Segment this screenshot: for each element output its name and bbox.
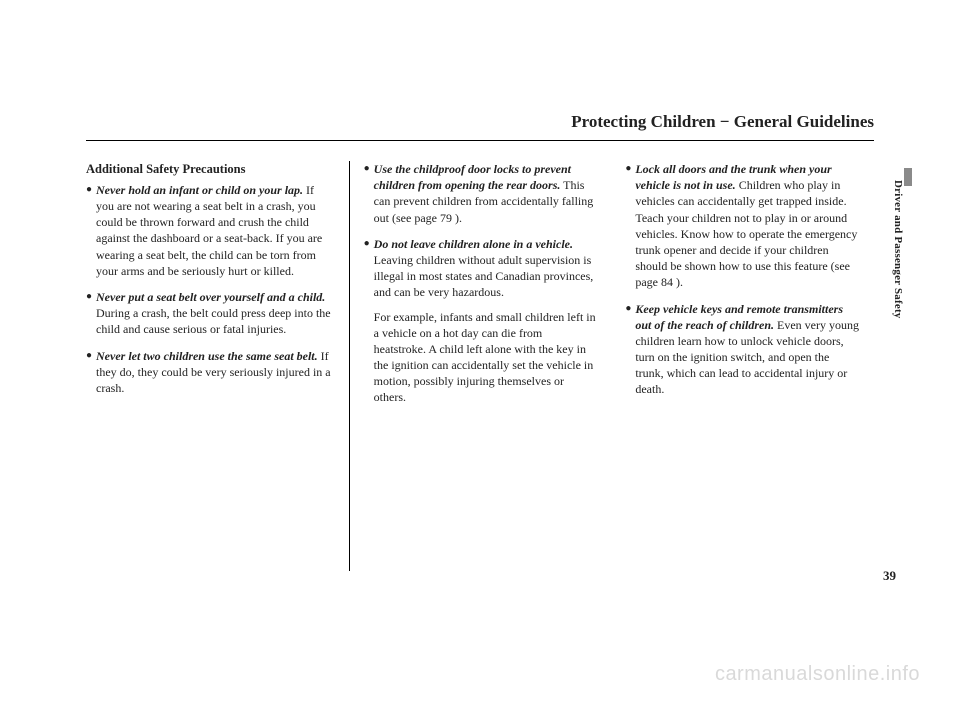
bullet-lead: Use the childproof door locks to prevent… <box>374 162 571 192</box>
bullet-body: Keep vehicle keys and remote transmitter… <box>635 301 860 398</box>
bullet-rest: Children who play in vehicles can accide… <box>635 178 857 289</box>
bullet-body: Do not leave children alone in a vehicle… <box>374 236 598 406</box>
bullet-body: Never let two children use the same seat… <box>96 348 335 397</box>
bullet-dot: ● <box>625 161 635 291</box>
bullet-item: ● Never hold an infant or child on your … <box>86 182 335 279</box>
bullet-dot: ● <box>625 301 635 398</box>
bullet-dot: ● <box>364 161 374 226</box>
bullet-item: ● Never put a seat belt over yourself an… <box>86 289 335 338</box>
bullet-lead: Never put a seat belt over yourself and … <box>96 290 325 304</box>
bullet-lead: Never let two children use the same seat… <box>96 349 318 363</box>
bullet-dot: ● <box>86 289 96 338</box>
manual-page: Protecting Children − General Guidelines… <box>0 0 960 714</box>
column-2: ● Use the childproof door locks to preve… <box>349 161 612 571</box>
bullet-body: Lock all doors and the trunk when your v… <box>635 161 860 291</box>
page-title: Protecting Children − General Guidelines <box>86 112 874 141</box>
watermark: carmanualsonline.info <box>715 663 920 686</box>
page-number: 39 <box>883 568 896 584</box>
bullet-body: Never hold an infant or child on your la… <box>96 182 335 279</box>
bullet-item: ● Keep vehicle keys and remote transmitt… <box>625 301 860 398</box>
bullet-item: ● Do not leave children alone in a vehic… <box>364 236 598 406</box>
bullet-rest: Leaving children without adult supervisi… <box>374 253 594 299</box>
bullet-rest: If you are not wearing a seat belt in a … <box>96 183 322 278</box>
bullet-body: Use the childproof door locks to prevent… <box>374 161 598 226</box>
bullet-item: ● Lock all doors and the trunk when your… <box>625 161 860 291</box>
bullet-lead: Never hold an infant or child on your la… <box>96 183 303 197</box>
bullet-body: Never put a seat belt over yourself and … <box>96 289 335 338</box>
side-tab <box>904 168 912 186</box>
bullet-item: ● Never let two children use the same se… <box>86 348 335 397</box>
bullet-dot: ● <box>86 182 96 279</box>
content-columns: Additional Safety Precautions ● Never ho… <box>86 161 874 571</box>
column-3: ● Lock all doors and the trunk when your… <box>611 161 874 571</box>
bullet-dot: ● <box>364 236 374 406</box>
bullet-extra: For example, infants and small children … <box>374 309 598 406</box>
column-1: Additional Safety Precautions ● Never ho… <box>86 161 349 571</box>
bullet-rest: During a crash, the belt could press dee… <box>96 306 331 336</box>
bullet-dot: ● <box>86 348 96 397</box>
bullet-lead: Do not leave children alone in a vehicle… <box>374 237 573 251</box>
bullet-item: ● Use the childproof door locks to preve… <box>364 161 598 226</box>
section-title: Additional Safety Precautions <box>86 161 335 178</box>
sidebar-section-label: Driver and Passenger Safety <box>892 180 904 319</box>
